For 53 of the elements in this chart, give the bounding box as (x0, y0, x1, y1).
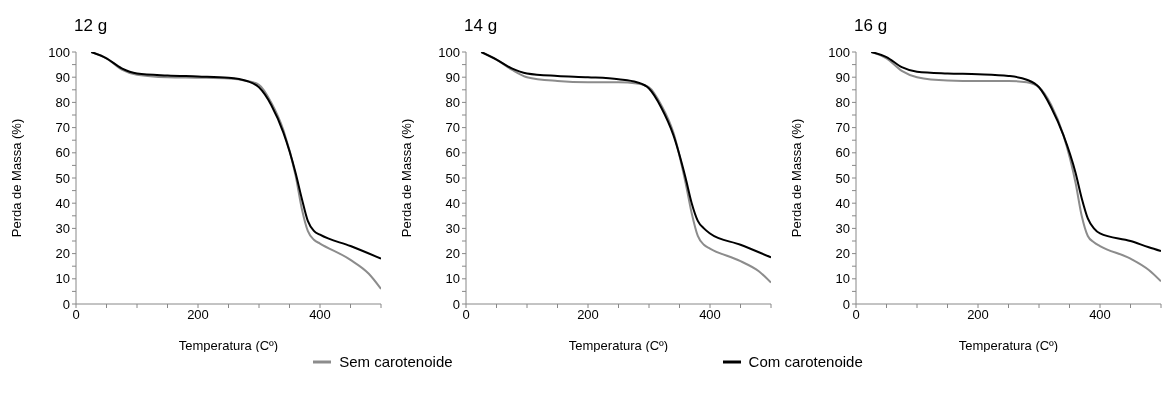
y-tick-label: 30 (445, 221, 460, 237)
y-tick-label: 40 (835, 195, 850, 211)
y-tick-label: 10 (55, 271, 70, 287)
y-tick-label: 80 (835, 95, 850, 111)
chart-title: 16 g (854, 16, 888, 36)
x-tick-label: 200 (577, 307, 599, 323)
x-axis-title: Temperatura (Cº) (958, 338, 1059, 353)
x-tick-label: 400 (1089, 307, 1111, 323)
y-tick-label: 100 (48, 44, 70, 60)
y-tick-label: 100 (828, 44, 850, 60)
y-axis-title: Perda de Massa (%) (398, 118, 414, 238)
y-tick-label: 90 (445, 69, 460, 85)
y-tick-label: 60 (445, 145, 460, 161)
y-tick-label: 60 (55, 145, 70, 161)
y-tick-label: 80 (55, 95, 70, 111)
x-axis-title: Temperatura (Cº) (568, 338, 669, 353)
y-tick-label: 20 (445, 246, 460, 262)
x-axis-title: Temperatura (Cº) (178, 338, 279, 353)
y-tick-label: 40 (445, 195, 460, 211)
y-tick-label: 50 (835, 170, 850, 186)
y-tick-label: 70 (445, 120, 460, 136)
legend-label: Sem carotenoide (339, 353, 453, 370)
y-tick-label: 10 (445, 271, 460, 287)
x-tick-label: 0 (72, 307, 80, 323)
y-tick-label: 90 (55, 69, 70, 85)
x-tick-label: 0 (852, 307, 860, 323)
legend-label: Com carotenoide (748, 353, 863, 370)
y-tick-label: 20 (55, 246, 70, 262)
chart-title: 14 g (464, 16, 498, 36)
y-tick-label: 70 (835, 120, 850, 136)
chart-title: 12 g (74, 16, 108, 36)
y-tick-label: 40 (55, 195, 70, 211)
y-tick-label: 90 (835, 69, 850, 85)
y-tick-label: 30 (55, 221, 70, 237)
y-axis-title: Perda de Massa (%) (788, 118, 804, 238)
y-tick-label: 0 (62, 296, 70, 312)
x-tick-label: 400 (309, 307, 331, 323)
y-tick-label: 0 (452, 296, 460, 312)
y-tick-label: 0 (842, 296, 850, 312)
x-tick-label: 400 (699, 307, 721, 323)
y-tick-label: 100 (438, 44, 460, 60)
y-tick-label: 80 (445, 95, 460, 111)
x-tick-label: 200 (187, 307, 209, 323)
y-tick-label: 60 (835, 145, 850, 161)
y-tick-label: 10 (835, 271, 850, 287)
y-tick-label: 20 (835, 246, 850, 262)
y-tick-label: 50 (55, 170, 70, 186)
x-tick-label: 0 (462, 307, 470, 323)
x-tick-label: 200 (967, 307, 989, 323)
y-axis-title: Perda de Massa (%) (8, 118, 24, 238)
y-tick-label: 70 (55, 120, 70, 136)
y-tick-label: 30 (835, 221, 850, 237)
y-tick-label: 50 (445, 170, 460, 186)
